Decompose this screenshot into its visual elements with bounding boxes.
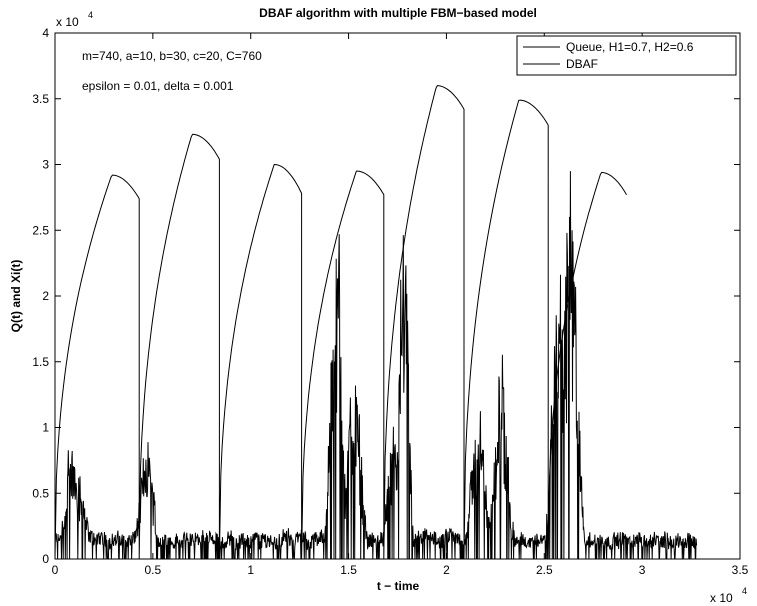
- y-tick-label: 0.5: [32, 486, 49, 500]
- series-layer: [54, 85, 698, 560]
- legend-box: [516, 35, 737, 76]
- y-axis-label: Q(t) and Xi(t): [9, 260, 23, 333]
- y-tick-label: 1: [42, 421, 49, 435]
- series-line-queue: [54, 171, 698, 560]
- x-tick-label: 0: [52, 563, 59, 577]
- y-axis-ticks: 0 0.5 1 1.5 2 2.5 3 3.5 4: [32, 26, 740, 566]
- legend: Queue, H1=0.7, H2=0.6 DBAF: [516, 35, 737, 76]
- y-tick-label: 0: [42, 552, 49, 566]
- x-tick-label: 2: [443, 563, 450, 577]
- legend-label-queue: Queue, H1=0.7, H2=0.6: [566, 40, 694, 54]
- legend-label-dbaf: DBAF: [566, 57, 598, 71]
- x-multiplier-exp: 4: [742, 586, 747, 596]
- y-multiplier: x 10 4: [56, 10, 93, 29]
- y-tick-label: 1.5: [32, 355, 49, 369]
- series-line-dbaf: [54, 85, 627, 560]
- annotation-params: m=740, a=10, b=30, c=20, C=760: [82, 49, 262, 63]
- x-tick-label: 0.5: [145, 563, 162, 577]
- x-axis-ticks: 0 0.5 1 1.5 2 2.5 3 3.5: [52, 33, 749, 577]
- y-multiplier-base: x 10: [56, 15, 79, 29]
- y-multiplier-exp: 4: [88, 10, 93, 20]
- plot-area: 0 0.5 1 1.5 2 2.5 3 3.5 0 0.5 1 1.5 2 2.5 3 3.5 4: [32, 26, 748, 577]
- x-tick-label: 1.5: [340, 563, 357, 577]
- x-multiplier: x 10 4: [710, 586, 747, 605]
- y-tick-label: 3: [42, 158, 49, 172]
- x-tick-label: 2.5: [536, 563, 553, 577]
- x-axis-label: t − time: [377, 579, 420, 593]
- annotation-epsilon-delta: epsilon = 0.01, delta = 0.001: [82, 79, 234, 93]
- x-multiplier-base: x 10: [710, 591, 733, 605]
- y-tick-label: 4: [42, 26, 49, 40]
- x-tick-label: 1: [247, 563, 254, 577]
- y-tick-label: 2.5: [32, 223, 49, 237]
- y-tick-label: 3.5: [32, 92, 49, 106]
- y-tick-label: 2: [42, 289, 49, 303]
- x-tick-label: 3: [639, 563, 646, 577]
- chart-title: DBAF algorithm with multiple FBM−based m…: [259, 6, 537, 20]
- x-tick-label: 3.5: [732, 563, 749, 577]
